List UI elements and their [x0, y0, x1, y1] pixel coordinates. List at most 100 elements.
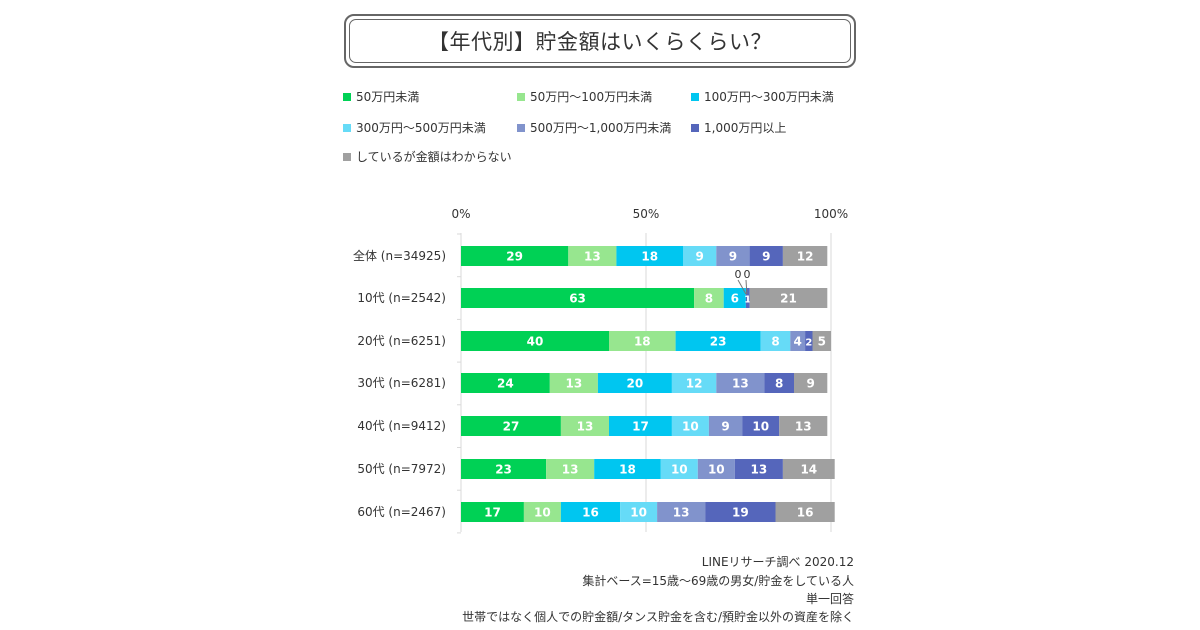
- data-label: 8: [705, 292, 713, 306]
- data-label: 12: [686, 377, 703, 391]
- bar-segment: [461, 459, 547, 479]
- data-label: 20: [627, 377, 644, 391]
- data-label: 9: [695, 250, 703, 264]
- category-label: 60代 (n=2467): [357, 505, 446, 519]
- legend-label: 50万円〜100万円未満: [530, 90, 653, 104]
- legend-label: 100万円〜300万円未満: [704, 90, 834, 104]
- legend-label: しているが金額はわからない: [356, 150, 512, 164]
- data-label: 18: [634, 335, 651, 349]
- bar-segment: [461, 416, 561, 436]
- data-label: 13: [565, 377, 582, 391]
- bar-segment: [461, 246, 569, 266]
- data-label: 9: [721, 420, 729, 434]
- bar-segment: [597, 373, 672, 393]
- source-note: LINEリサーチ調べ 2020.12: [701, 555, 854, 569]
- category-label: 10代 (n=2542): [357, 291, 446, 305]
- legend-swatch: [343, 92, 351, 101]
- bar-segment: [805, 331, 813, 351]
- legend-item: 100万円〜300万円未満: [691, 88, 834, 105]
- data-label: 24: [497, 377, 514, 391]
- category-label: 全体 (n=34925): [353, 248, 446, 263]
- legend-label: 500万円〜1,000万円未満: [530, 121, 672, 135]
- data-label: 10: [671, 463, 688, 477]
- data-label: 17: [484, 506, 501, 520]
- bar-segment: [568, 246, 617, 266]
- bar-segment: [609, 416, 672, 436]
- bar-segment: [657, 502, 706, 522]
- bar-segment: [812, 331, 831, 351]
- bar-segment: [694, 288, 724, 308]
- data-label: 9: [762, 250, 770, 264]
- data-label: 21: [780, 292, 797, 306]
- bar-segment: [616, 246, 683, 266]
- bar-segment: [779, 416, 828, 436]
- legend-swatch: [517, 123, 525, 132]
- bar-segment: [764, 373, 794, 393]
- legend-item: 300万円〜500万円未満: [343, 119, 486, 136]
- data-label: 27: [503, 420, 520, 434]
- bar-segment: [794, 373, 828, 393]
- data-label: 10: [534, 506, 551, 520]
- legend-swatch: [517, 92, 525, 101]
- data-label: 13: [584, 250, 601, 264]
- legend-item: 50万円未満: [343, 88, 419, 105]
- data-label: 13: [577, 420, 594, 434]
- data-label: 4: [794, 335, 802, 349]
- x-tick-label: 100%: [814, 207, 848, 221]
- bar-segment: [782, 246, 828, 266]
- bar-segment: [660, 459, 698, 479]
- data-label: 23: [710, 335, 727, 349]
- data-label: 13: [673, 506, 690, 520]
- data-label: 16: [797, 506, 814, 520]
- bar-segment: [749, 246, 783, 266]
- bar-segment: [705, 502, 776, 522]
- bar-segment: [560, 502, 621, 522]
- x-tick-label: 0%: [451, 207, 470, 221]
- data-label: 12: [797, 250, 814, 264]
- category-label: 20代 (n=6251): [357, 334, 446, 348]
- data-label: 18: [619, 463, 636, 477]
- legend-item: 50万円〜100万円未満: [517, 88, 652, 105]
- data-label: 1: [744, 295, 751, 306]
- data-label: 63: [569, 292, 586, 306]
- data-label: 13: [732, 377, 749, 391]
- data-label: 13: [795, 420, 812, 434]
- data-label: 8: [775, 377, 783, 391]
- data-label: 13: [750, 463, 767, 477]
- x-tick-label: 50%: [633, 207, 660, 221]
- bar-segment: [609, 331, 676, 351]
- bar-segment: [723, 288, 746, 308]
- bar-segment: [790, 331, 806, 351]
- bar-segment: [683, 246, 717, 266]
- legend-label: 50万円未満: [356, 90, 420, 104]
- data-label: 13: [562, 463, 579, 477]
- data-label: 10: [630, 506, 647, 520]
- bar-segment: [697, 459, 735, 479]
- bar-segment: [675, 331, 761, 351]
- bar-segment: [734, 459, 783, 479]
- bar-segment: [461, 373, 550, 393]
- bar-segment: [749, 288, 828, 308]
- bar-segment: [461, 288, 695, 308]
- bar-segment: [671, 416, 709, 436]
- data-label: 6: [731, 292, 739, 306]
- legend-item: 500万円〜1,000万円未満: [517, 119, 671, 136]
- scope-note: 世帯ではなく個人での貯金額/タンス貯金を含む/預貯金以外の資産を除く: [462, 610, 854, 624]
- bar-segment: [461, 502, 524, 522]
- data-label: 19: [732, 506, 749, 520]
- data-label: 16: [582, 506, 599, 520]
- legend-label: 1,000万円以上: [704, 121, 787, 135]
- data-label: 9: [806, 377, 814, 391]
- bar-segment: [775, 502, 835, 522]
- data-label: 10: [682, 420, 699, 434]
- bar-segment: [745, 288, 750, 308]
- bar-segment: [620, 502, 658, 522]
- data-label: 2: [805, 338, 812, 349]
- legend-swatch: [343, 152, 351, 161]
- bar-segment: [782, 459, 835, 479]
- data-label: 40: [527, 335, 544, 349]
- bar-segment: [549, 373, 598, 393]
- data-label: 17: [632, 420, 649, 434]
- callout-label: 0: [744, 268, 751, 281]
